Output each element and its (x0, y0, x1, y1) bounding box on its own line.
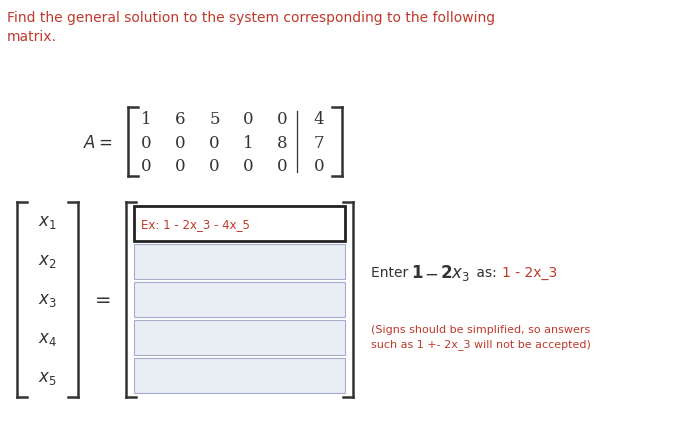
Text: 1: 1 (141, 111, 152, 128)
Text: $x_5$: $x_5$ (38, 369, 57, 386)
Text: $\mathbf{1}$: $\mathbf{1}$ (411, 264, 423, 282)
Text: 0: 0 (313, 158, 324, 175)
Text: =: = (95, 290, 112, 309)
Text: 0: 0 (243, 111, 254, 128)
Text: 0: 0 (209, 134, 220, 151)
Text: 0: 0 (243, 158, 254, 175)
Text: 7: 7 (313, 134, 324, 151)
FancyBboxPatch shape (134, 358, 345, 393)
Text: 1 - 2x_3: 1 - 2x_3 (502, 266, 557, 279)
FancyBboxPatch shape (134, 320, 345, 355)
Text: $x_3$: $x_3$ (38, 291, 57, 308)
FancyBboxPatch shape (134, 245, 345, 279)
Text: $-$: $-$ (424, 264, 438, 282)
FancyBboxPatch shape (134, 207, 345, 241)
Text: 6: 6 (175, 111, 186, 128)
Text: (Signs should be simplified, so answers
such as 1 +- 2x_3 will not be accepted): (Signs should be simplified, so answers … (371, 324, 591, 349)
Text: 1: 1 (243, 134, 254, 151)
Text: 0: 0 (277, 158, 288, 175)
Text: 4: 4 (313, 111, 324, 128)
FancyBboxPatch shape (134, 282, 345, 317)
Text: Ex: 1 - 2x_3 - 4x_5: Ex: 1 - 2x_3 - 4x_5 (141, 217, 250, 230)
Text: 0: 0 (175, 158, 186, 175)
Text: $A =$: $A =$ (82, 134, 112, 152)
Text: $x_4$: $x_4$ (38, 330, 57, 347)
FancyBboxPatch shape (134, 207, 345, 241)
Text: Enter: Enter (371, 266, 413, 279)
Text: 0: 0 (141, 158, 152, 175)
Text: $x_1$: $x_1$ (38, 213, 57, 230)
Text: 0: 0 (209, 158, 220, 175)
Text: $x_2$: $x_2$ (38, 252, 57, 269)
Text: $\mathbf{2}\mathit{x}_3$: $\mathbf{2}\mathit{x}_3$ (440, 263, 470, 282)
Text: 5: 5 (209, 111, 220, 128)
Text: 0: 0 (141, 134, 152, 151)
Text: Find the general solution to the system corresponding to the following: Find the general solution to the system … (7, 11, 495, 25)
Text: as:: as: (472, 266, 501, 279)
Text: 0: 0 (277, 111, 288, 128)
Text: matrix.: matrix. (7, 30, 57, 44)
Text: 8: 8 (277, 134, 288, 151)
Text: 0: 0 (175, 134, 186, 151)
